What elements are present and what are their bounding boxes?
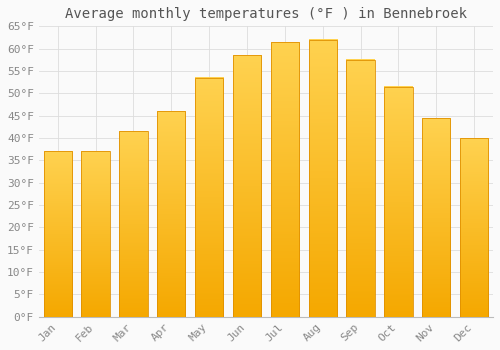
Bar [270, 42, 299, 317]
Bar [44, 152, 72, 317]
Bar [308, 40, 337, 317]
Bar [157, 111, 186, 317]
Bar [460, 138, 488, 317]
Bar [195, 78, 224, 317]
Bar [346, 60, 375, 317]
Bar [82, 152, 110, 317]
Bar [119, 131, 148, 317]
Bar [422, 118, 450, 317]
Bar [384, 86, 412, 317]
Bar [233, 55, 261, 317]
Title: Average monthly temperatures (°F ) in Bennebroek: Average monthly temperatures (°F ) in Be… [65, 7, 467, 21]
